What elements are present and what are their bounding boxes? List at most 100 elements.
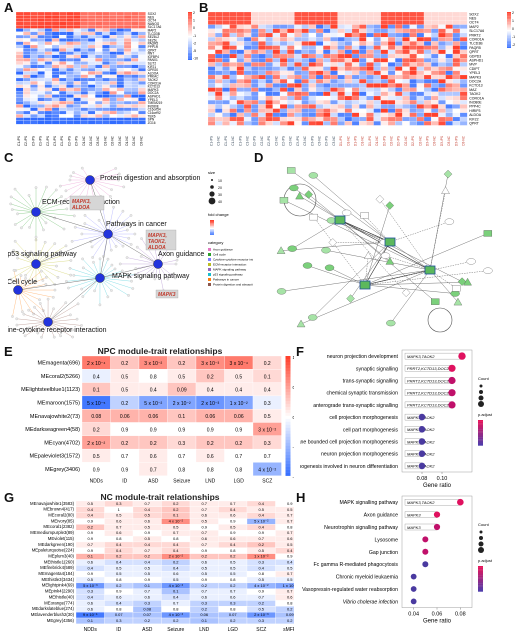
heat-cell <box>44 31 53 36</box>
heat-cell <box>459 58 468 63</box>
cell-value: 0.2 <box>144 554 150 559</box>
gene-label: TMEM219 <box>148 101 163 105</box>
heat-cell <box>87 71 96 75</box>
scale-step <box>285 409 291 414</box>
gene-node <box>69 174 73 178</box>
cell-value: 0.9 <box>121 428 128 434</box>
gene-node <box>65 280 68 283</box>
gene-node <box>109 195 112 198</box>
heat-cell <box>438 24 446 29</box>
legend-padj-step <box>478 429 483 432</box>
heat-cell <box>416 24 425 29</box>
edge <box>99 274 136 279</box>
cell-value: 0.6 <box>207 454 214 460</box>
gene-node <box>112 205 115 209</box>
molecule-node <box>341 209 352 216</box>
heat-cell <box>359 79 367 84</box>
heat-cell <box>380 58 389 63</box>
edge <box>364 269 431 286</box>
module-label: MEnavajowhite2(73) <box>30 414 80 420</box>
heat-cell <box>359 62 367 67</box>
gene-node <box>20 226 23 230</box>
heat-cell <box>123 81 132 85</box>
heat-cell <box>95 11 103 16</box>
gene-label: MAPK3 <box>469 75 481 79</box>
heat-cell <box>44 91 53 95</box>
heat-cell <box>423 41 432 46</box>
heat-cell <box>215 87 223 92</box>
module-label: MEnavajowhite1(3583) <box>30 501 75 506</box>
heat-cell <box>459 16 468 21</box>
heat-cell <box>15 67 24 72</box>
heat-cell <box>23 117 31 121</box>
heat-cell <box>438 100 446 105</box>
heat-cell <box>23 94 31 98</box>
term-dot <box>448 389 456 397</box>
gene-node <box>44 283 48 286</box>
heat-cell <box>44 117 53 121</box>
heat-cell <box>395 66 403 71</box>
heat-cell <box>51 58 60 62</box>
heat-cell <box>366 62 374 67</box>
edge <box>329 267 366 286</box>
heat-cell <box>445 83 453 88</box>
heat-cell <box>229 24 237 29</box>
x-tick-label: 0.08 <box>417 476 428 482</box>
column-label: D1-NC <box>375 135 379 145</box>
heat-cell <box>222 116 230 122</box>
gene-label: KCTD13 <box>469 84 482 88</box>
cell-value: 0.5 <box>258 577 264 582</box>
cell-value: 0.08 <box>91 414 101 420</box>
gene-label: PPP1R <box>148 45 159 49</box>
heat-cell <box>431 45 439 50</box>
scale-step <box>507 28 511 30</box>
heat-cell <box>116 11 125 16</box>
heat-cell <box>330 32 338 38</box>
heat-cell <box>102 58 110 62</box>
legend-size-label: 10 <box>218 179 222 183</box>
heat-cell <box>44 67 53 72</box>
heat-cell <box>51 97 60 102</box>
scale-step <box>285 457 291 461</box>
gene-node <box>175 258 179 262</box>
module-label: MElightsteelblue1(1123) <box>21 387 80 393</box>
heat-cell <box>123 104 132 108</box>
heat-cell <box>445 11 453 17</box>
heat-cell <box>445 66 453 71</box>
legend-padj-step <box>478 420 483 422</box>
heat-cell <box>373 37 381 42</box>
heat-cell <box>258 11 266 17</box>
heat-cell <box>366 116 374 122</box>
heat-cell <box>66 25 74 29</box>
heat-cell <box>37 94 45 98</box>
heat-cell <box>294 70 302 76</box>
cell-value: 0.9 <box>201 548 207 553</box>
heat-cell <box>109 71 117 75</box>
heat-cell <box>30 15 38 19</box>
scale-step <box>285 400 291 405</box>
heat-cell <box>109 44 117 49</box>
heat-cell <box>116 71 125 75</box>
column-label: C2-NC <box>260 135 264 145</box>
molecule-node <box>452 285 461 292</box>
heat-cell <box>315 53 324 59</box>
heat-cell <box>387 45 396 50</box>
cell-value: 0.4 <box>144 559 150 564</box>
heat-cell <box>73 77 81 82</box>
heat-cell <box>431 32 439 38</box>
heat-cell <box>222 66 230 71</box>
heat-cell <box>272 58 281 63</box>
heat-cell <box>380 45 389 50</box>
edge <box>11 196 37 213</box>
edge <box>99 277 133 289</box>
heat-cell <box>73 48 81 52</box>
edge <box>72 233 109 242</box>
heat-cell <box>416 62 425 67</box>
heat-cell <box>207 70 216 76</box>
term-label: synaptic signalling <box>356 366 398 372</box>
heat-cell <box>207 53 216 59</box>
heat-cell <box>308 24 317 29</box>
heat-cell <box>30 81 38 85</box>
heat-cell <box>337 62 345 67</box>
column-label: C1-iPS <box>39 136 43 146</box>
